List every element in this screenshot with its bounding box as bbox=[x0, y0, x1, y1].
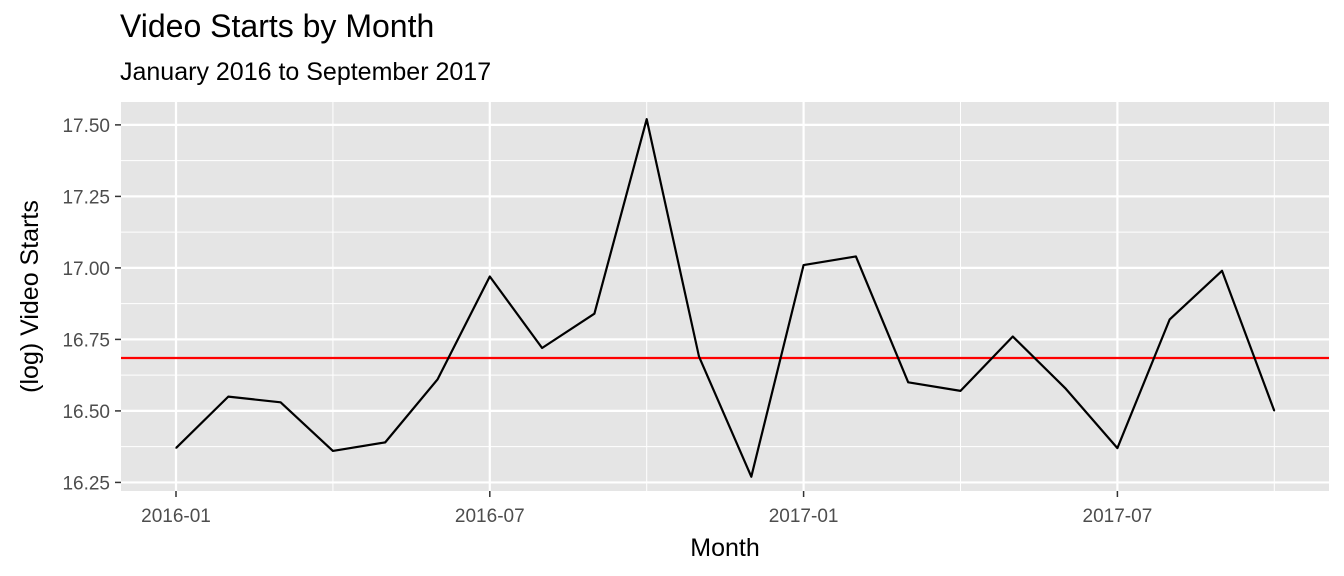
grid-minor-y bbox=[121, 160, 1329, 448]
data-point-2017-05 bbox=[1012, 335, 1014, 338]
data-point-2017-04 bbox=[959, 390, 962, 392]
x-axis: 2016-01 2016-07 2017-01 2017-07 bbox=[141, 491, 1152, 527]
data-point-2016-01 bbox=[175, 447, 177, 449]
data-point-2016-07 bbox=[489, 275, 491, 278]
data-point-2016-09 bbox=[593, 313, 596, 315]
data-point-2017-02 bbox=[855, 255, 857, 258]
data-point-2016-11 bbox=[698, 355, 700, 358]
data-point-2016-06 bbox=[436, 378, 439, 381]
grid-major-y bbox=[121, 123, 1329, 484]
data-point-2017-06 bbox=[1064, 387, 1066, 389]
y-tick-label: 17.50 bbox=[62, 116, 110, 137]
x-tick-label: 2017-07 bbox=[1083, 506, 1153, 527]
data-point-2016-12 bbox=[750, 476, 752, 478]
data-point-2017-03 bbox=[907, 381, 909, 383]
chart-title: Video Starts by Month bbox=[120, 8, 435, 44]
y-tick-label: 16.25 bbox=[62, 473, 110, 494]
data-point-2016-02 bbox=[227, 396, 229, 398]
data-point-2017-07 bbox=[1116, 447, 1118, 449]
data-point-2017-08 bbox=[1169, 318, 1171, 320]
x-axis-title: Month bbox=[690, 534, 759, 562]
series-line bbox=[175, 118, 1276, 478]
data-point-2016-10 bbox=[646, 118, 648, 120]
data-point-2016-03 bbox=[280, 401, 282, 403]
x-tick-label: 2017-01 bbox=[769, 506, 839, 527]
x-tick-label: 2016-07 bbox=[455, 506, 525, 527]
chart-subtitle: January 2016 to September 2017 bbox=[120, 58, 492, 86]
data-point-2017-10 bbox=[1273, 410, 1275, 412]
grid-major-x bbox=[174, 102, 1119, 491]
data-point-2016-05 bbox=[384, 441, 386, 443]
y-axis: 16.25 16.50 16.75 17.00 17.25 17.50 bbox=[62, 116, 121, 494]
y-tick-label: 16.50 bbox=[62, 402, 110, 423]
data-point-2017-09 bbox=[1221, 270, 1223, 272]
data-point-2016-04 bbox=[332, 450, 334, 452]
y-tick-label: 16.75 bbox=[62, 330, 110, 351]
y-axis-title: (log) Video Starts bbox=[16, 200, 44, 393]
data-points bbox=[175, 118, 1275, 478]
grid-minor-x bbox=[332, 102, 1275, 491]
data-point-2016-08 bbox=[541, 347, 543, 349]
plot-panel bbox=[121, 102, 1329, 491]
x-tick-label: 2016-01 bbox=[141, 506, 211, 527]
y-tick-label: 17.00 bbox=[62, 259, 110, 280]
data-point-2017-01 bbox=[803, 264, 805, 266]
y-tick-label: 17.25 bbox=[62, 187, 110, 208]
